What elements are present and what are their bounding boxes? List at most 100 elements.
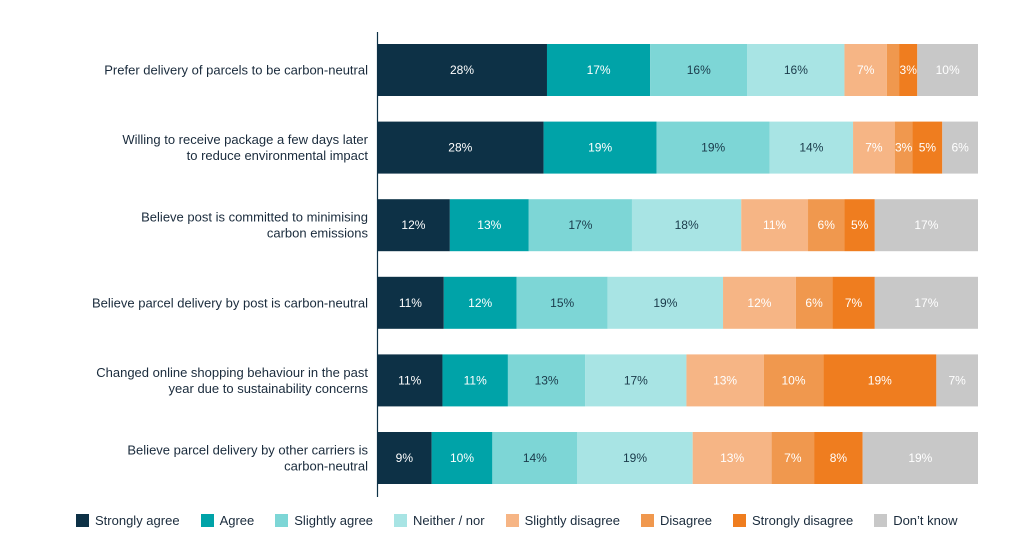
category-label-line: Changed online shopping behaviour in the… [96, 365, 368, 380]
data-label: 7% [784, 451, 802, 465]
data-label: 9% [396, 451, 414, 465]
bar-segment [692, 432, 772, 484]
data-label: 16% [687, 63, 711, 77]
category-label: Believe parcel delivery by post is carbo… [92, 295, 368, 310]
category-label-line: Believe post is committed to minimising [141, 210, 368, 225]
bar-segment [377, 121, 544, 174]
legend-item: Neither / nor [394, 513, 485, 528]
bar-segment [942, 121, 978, 174]
category-label-line: Believe parcel delivery by other carrier… [127, 443, 368, 458]
data-label: 17% [914, 218, 938, 232]
data-label: 14% [799, 141, 823, 155]
bar-segment [823, 354, 937, 407]
category-label-line: year due to sustainability concerns [169, 381, 369, 396]
bar-segment [763, 354, 824, 407]
bar-segment [894, 121, 913, 174]
bars-group: 28% 17% 16% 16% 7% 3% 10% 28% 19% 19% 14% 7% 3% 5% 6% 1… [377, 44, 978, 484]
bar-segment [543, 121, 657, 174]
bar-segment [607, 276, 724, 329]
data-label: 6% [805, 296, 823, 310]
category-label-line: Willing to receive package a few days la… [122, 132, 368, 147]
legend-swatch [200, 514, 214, 527]
legend-item: Disagree [640, 513, 712, 528]
bar-segment [442, 354, 508, 407]
legend-label: Slightly agree [294, 513, 374, 528]
data-label: 19% [623, 451, 647, 465]
bar-segment [377, 276, 444, 329]
data-label: 18% [675, 218, 699, 232]
data-label: 6% [951, 141, 969, 155]
bar-segment [585, 354, 687, 407]
category-label: Believe post is committed to minimising c… [141, 210, 368, 241]
bar-segment [631, 199, 742, 252]
legend-item: Slightly agree [275, 513, 373, 528]
category-label-line: carbon emissions [267, 226, 369, 241]
data-label: 15% [550, 296, 574, 310]
legend-item: Don’t know [874, 513, 958, 528]
data-label: 16% [784, 63, 808, 77]
legend-item: Slightly disagree [505, 513, 620, 528]
bar-segment [874, 199, 978, 252]
bar-segment [862, 432, 978, 484]
bar-segment [546, 44, 651, 96]
data-label: 7% [845, 296, 863, 310]
legend-swatch [275, 514, 289, 527]
legend-swatch [874, 514, 888, 527]
legend: Strongly agree Agree Slightly agree Neither… [76, 513, 958, 528]
bar-segment [917, 44, 978, 96]
bar-segment [832, 276, 875, 329]
data-label: 5% [919, 141, 937, 155]
data-label: 12% [468, 296, 492, 310]
legend-label: Slightly disagree [524, 513, 620, 528]
legend-swatch [505, 514, 519, 527]
data-label: 14% [523, 451, 547, 465]
data-label: 3% [900, 63, 918, 77]
bar-segment [795, 276, 833, 329]
legend-label: Agree [219, 513, 255, 528]
bar-segment [449, 199, 529, 252]
legend-label: Neither / nor [413, 513, 485, 528]
bar-segment [747, 44, 845, 96]
bar-segment [492, 432, 578, 484]
data-label: 19% [908, 451, 932, 465]
bar-segment [577, 432, 693, 484]
bar-segment [844, 199, 875, 252]
data-label: 10% [936, 63, 960, 77]
data-label: 13% [477, 218, 501, 232]
category-labels: Prefer delivery of parcels to be carbon-… [92, 63, 369, 474]
legend-swatch [733, 514, 747, 527]
data-label: 13% [713, 373, 737, 387]
bar-segment [912, 121, 943, 174]
data-label: 10% [782, 373, 806, 387]
legend-item: Strongly disagree [733, 513, 853, 528]
bar-segment [377, 199, 450, 252]
bar-segment [723, 276, 796, 329]
data-label: 8% [830, 451, 848, 465]
bar-segment [516, 276, 608, 329]
category-label: Believe parcel delivery by other carrier… [127, 443, 368, 474]
legend-item: Agree [200, 513, 255, 528]
data-label: 17% [624, 373, 648, 387]
data-label: 19% [588, 141, 612, 155]
bar-segment [377, 354, 443, 407]
data-label: 12% [747, 296, 771, 310]
data-label: 17% [568, 218, 592, 232]
data-label: 6% [818, 218, 836, 232]
data-label: 5% [851, 218, 869, 232]
data-label: 17% [914, 296, 938, 310]
bar-segment [899, 44, 918, 96]
bar-segment [377, 44, 547, 96]
bar-segment [844, 44, 887, 96]
data-label: 19% [701, 141, 725, 155]
data-label: 7% [857, 63, 875, 77]
data-label: 19% [868, 373, 892, 387]
legend-item: Strongly agree [76, 513, 180, 528]
bar-segment [686, 354, 764, 407]
category-label: Changed online shopping behaviour in the… [96, 365, 368, 396]
data-label: 13% [535, 373, 559, 387]
data-label: 19% [653, 296, 677, 310]
bar-segment [507, 354, 586, 407]
legend-label: Strongly agree [95, 513, 180, 528]
legend-swatch [76, 514, 89, 527]
